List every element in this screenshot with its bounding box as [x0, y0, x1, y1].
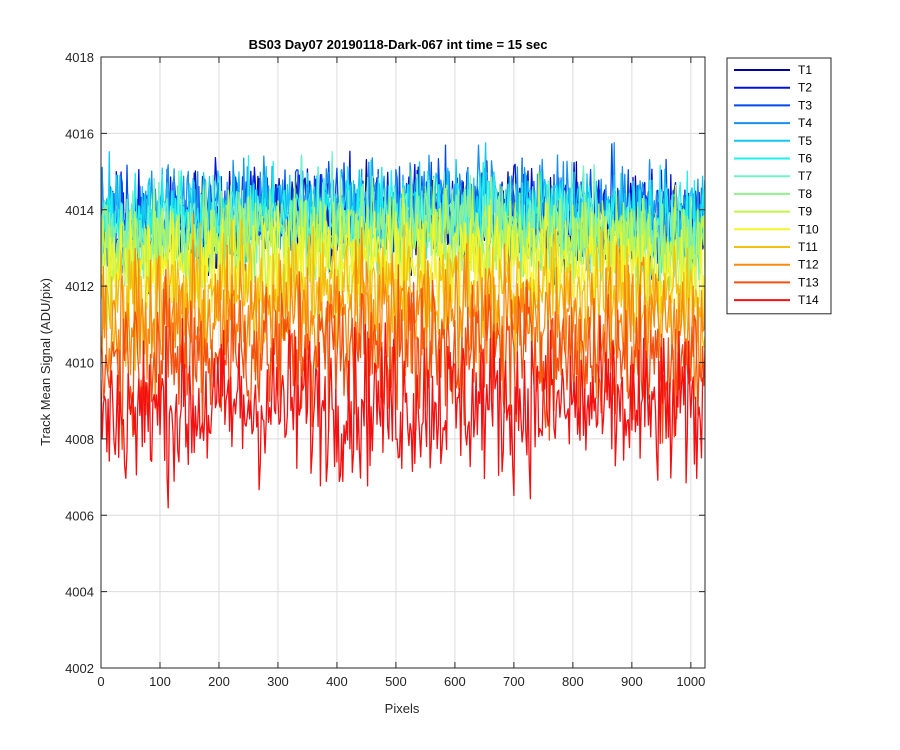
x-tick-label: 0 — [97, 674, 104, 689]
x-tick-label: 700 — [503, 674, 525, 689]
y-tick-label: 4006 — [65, 508, 94, 523]
legend-label-t13: T13 — [798, 275, 819, 289]
legend-box — [726, 57, 832, 315]
legend-label-t14: T14 — [798, 293, 819, 307]
legend-label-t11: T11 — [798, 240, 818, 254]
x-axis-label: Pixels — [385, 701, 420, 716]
legend: T1 T2 T3 T4 T5 T6 T7 T8 T9 T10 T11 T12 T13 T14 — [726, 57, 832, 315]
axis-ticks: 0 100 200 300 400 500 600 700 800 900 1000 4002 4004… — [65, 50, 705, 689]
y-tick-label: 4018 — [65, 50, 94, 65]
legend-label-t6: T6 — [798, 152, 812, 166]
legend-label-t8: T8 — [798, 187, 812, 201]
y-axis-label: Track Mean Signal (ADU/pix) — [38, 278, 53, 446]
legend-label-t1: T1 — [798, 63, 812, 77]
legend-label-t4: T4 — [798, 116, 812, 130]
x-tick-label: 900 — [621, 674, 643, 689]
x-tick-label: 600 — [444, 674, 466, 689]
legend-label-t9: T9 — [798, 205, 812, 219]
x-tick-label: 100 — [149, 674, 171, 689]
series-line-t14 — [101, 315, 705, 509]
x-tick-label: 1000 — [676, 674, 705, 689]
legend-label-t10: T10 — [798, 222, 819, 236]
y-tick-label: 4014 — [65, 203, 94, 218]
x-tick-label: 300 — [267, 674, 289, 689]
y-tick-label: 4004 — [65, 585, 94, 600]
chart-title: BS03 Day07 20190118-Dark-067 int time = … — [249, 37, 548, 52]
x-tick-label: 500 — [385, 674, 407, 689]
legend-label-t3: T3 — [798, 98, 812, 112]
x-tick-label: 200 — [208, 674, 230, 689]
y-tick-label: 4012 — [65, 279, 94, 294]
series-line-t11 — [101, 213, 705, 379]
x-tick-label: 400 — [326, 674, 348, 689]
y-tick-label: 4002 — [65, 661, 94, 676]
series-lines — [101, 142, 705, 509]
legend-label-t5: T5 — [798, 134, 812, 148]
legend-label-t12: T12 — [798, 258, 819, 272]
legend-label-t2: T2 — [798, 81, 812, 95]
y-tick-label: 4010 — [65, 356, 94, 371]
y-tick-label: 4016 — [65, 126, 94, 141]
x-tick-label: 800 — [562, 674, 584, 689]
y-tick-label: 4008 — [65, 432, 94, 447]
legend-label-t7: T7 — [798, 169, 812, 183]
